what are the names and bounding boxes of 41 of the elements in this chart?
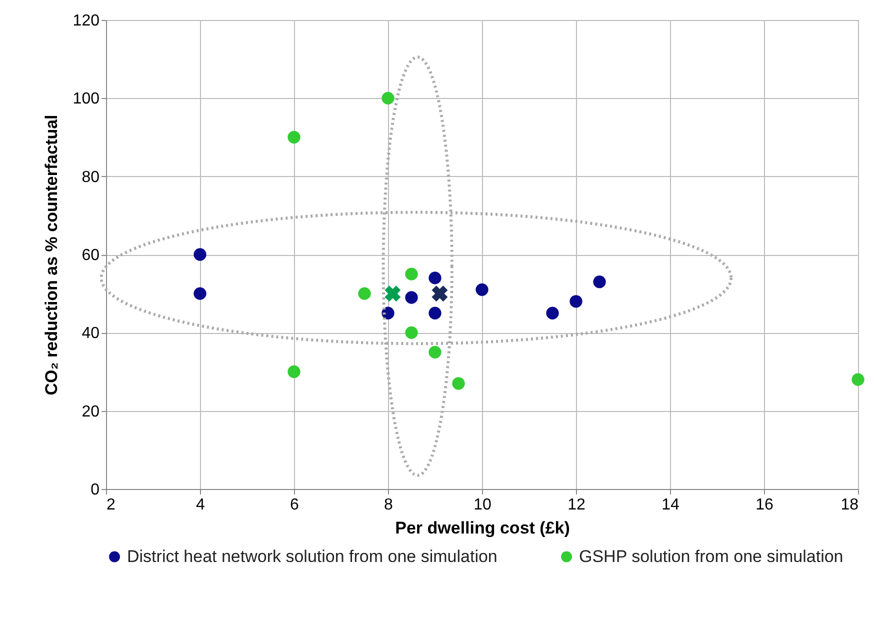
point — [384, 286, 401, 302]
point — [358, 287, 371, 300]
point — [405, 291, 418, 304]
x-tick-label: 10 — [474, 496, 492, 514]
y-tick-label: 100 — [72, 90, 100, 108]
point — [452, 377, 465, 390]
point — [382, 306, 394, 320]
x-axis-title: Per dwelling cost (£k) — [395, 518, 570, 538]
point — [382, 92, 394, 104]
x-tick-label: 8 — [384, 496, 394, 514]
y-tick-label: 120 — [72, 12, 100, 30]
y-tick-label: 60 — [82, 247, 100, 264]
point — [570, 295, 582, 308]
point — [288, 365, 300, 378]
point — [852, 373, 864, 386]
point — [428, 346, 442, 359]
x-tick-label: 14 — [662, 496, 680, 514]
point — [288, 130, 300, 144]
x-tick-label: 18 — [840, 496, 859, 514]
legend-label: GSHP solution from one simulation — [579, 546, 844, 566]
y-axis-title: CO₂ reduction as % counterfactual — [42, 114, 61, 396]
point — [405, 326, 418, 339]
y-tick-label: 80 — [82, 168, 100, 186]
y-tick-label: 40 — [82, 325, 100, 342]
point — [476, 283, 488, 296]
legend-label: District heat network solution from one simulation — [127, 546, 498, 566]
x-tick-label: 4 — [196, 496, 206, 514]
x-tick-label: 16 — [756, 496, 774, 514]
point — [593, 276, 606, 288]
point — [546, 306, 559, 320]
point — [194, 287, 206, 300]
point — [194, 248, 206, 261]
y-tick-label: 20 — [82, 403, 100, 420]
x-tick-label: 2 — [106, 496, 116, 514]
x-tick-label: 12 — [568, 496, 586, 514]
y-tick-label: 0 — [90, 482, 100, 498]
point — [428, 306, 442, 320]
point — [405, 268, 418, 280]
x-tick-label: 6 — [290, 496, 300, 514]
point — [428, 272, 442, 284]
point — [432, 286, 448, 302]
